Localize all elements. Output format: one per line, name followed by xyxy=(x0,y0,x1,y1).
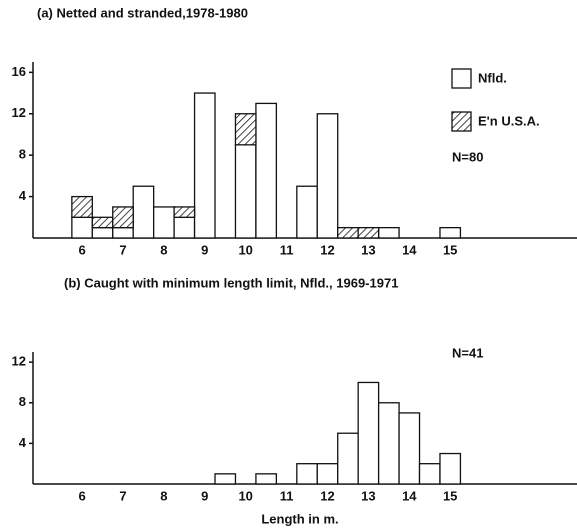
bar xyxy=(337,226,359,239)
x-tick-label: 6 xyxy=(78,242,85,257)
legend-swatch xyxy=(451,111,472,132)
bar xyxy=(132,185,155,239)
bar xyxy=(296,463,318,485)
chart-title: (b) Caught with minimum length limit, Nf… xyxy=(64,275,398,290)
bar xyxy=(71,216,93,239)
x-tick-label: 9 xyxy=(201,488,208,503)
bar xyxy=(91,216,114,229)
bar xyxy=(234,144,257,239)
x-tick-label: 11 xyxy=(280,242,294,257)
x-tick-label: 12 xyxy=(320,488,334,503)
legend-label: E'n U.S.A. xyxy=(478,113,540,128)
x-tick-label: 6 xyxy=(78,488,85,503)
annotation: N=80 xyxy=(452,149,483,164)
bar xyxy=(255,473,278,485)
x-tick-label: 14 xyxy=(402,242,417,257)
x-tick-label: 9 xyxy=(201,242,208,257)
y-tick-label: 12 xyxy=(12,105,26,120)
bar xyxy=(337,432,359,485)
bar xyxy=(255,102,278,239)
bar xyxy=(153,206,175,239)
bar xyxy=(234,113,257,146)
bar xyxy=(91,226,114,239)
bar xyxy=(357,381,380,485)
x-tick-label: 15 xyxy=(443,488,457,503)
y-tick-label: 4 xyxy=(19,188,27,203)
x-tick-label: 7 xyxy=(119,242,126,257)
bar xyxy=(214,473,237,485)
bar xyxy=(193,92,216,239)
y-tick-label: 16 xyxy=(12,64,26,79)
legend-swatch xyxy=(451,68,472,89)
x-tick-label: 14 xyxy=(402,488,417,503)
x-tick-label: 13 xyxy=(361,242,375,257)
x-tick-label: 10 xyxy=(238,488,252,503)
bar xyxy=(71,195,93,218)
x-tick-label: 8 xyxy=(160,488,167,503)
bar xyxy=(112,226,134,239)
x-tick-label: 11 xyxy=(280,488,294,503)
bar xyxy=(357,226,380,239)
bar xyxy=(173,216,196,239)
y-tick-label: 8 xyxy=(19,394,26,409)
bar xyxy=(296,185,318,239)
bar xyxy=(316,113,339,239)
bar xyxy=(398,412,421,485)
y-tick-label: 12 xyxy=(12,354,26,369)
chart-title: (a) Netted and stranded,1978-1980 xyxy=(37,5,248,20)
bar xyxy=(439,452,462,485)
annotation: N=41 xyxy=(452,345,483,360)
x-tick-label: 15 xyxy=(443,242,457,257)
bar xyxy=(316,463,339,485)
x-tick-label: 13 xyxy=(361,488,375,503)
legend-label: Nfld. xyxy=(478,70,507,85)
bar xyxy=(418,463,441,485)
x-tick-label: 7 xyxy=(119,488,126,503)
bar xyxy=(112,206,134,229)
x-tick-label: 10 xyxy=(238,242,252,257)
x-tick-label: 12 xyxy=(320,242,334,257)
y-tick-label: 4 xyxy=(19,435,27,450)
x-tick-label: 8 xyxy=(160,242,167,257)
bar xyxy=(377,226,400,239)
bar xyxy=(173,206,196,218)
bar xyxy=(439,226,462,239)
x-axis-label: Length in m. xyxy=(261,511,338,526)
y-tick-label: 8 xyxy=(19,147,26,162)
bar xyxy=(377,402,400,485)
